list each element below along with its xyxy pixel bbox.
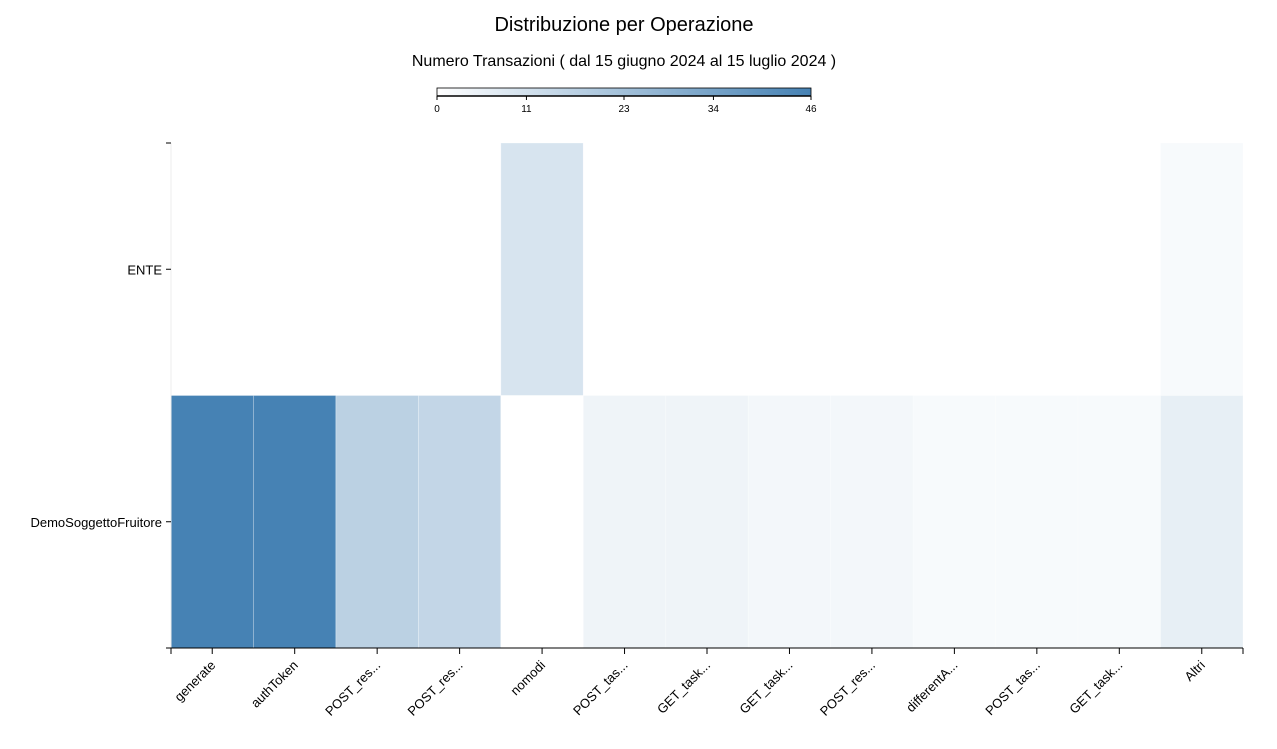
heatmap-cell[interactable] xyxy=(417,395,502,649)
color-legend-tick-label: 23 xyxy=(618,104,630,115)
heatmap-cell[interactable] xyxy=(170,395,254,649)
heatmap-cell[interactable] xyxy=(253,142,337,396)
color-legend: 0 11 23 34 46 xyxy=(434,87,817,115)
heatmap-cells xyxy=(170,142,1244,649)
heatmap-cell[interactable] xyxy=(665,395,749,649)
heatmap-cell[interactable] xyxy=(417,142,502,396)
heatmap-cell[interactable] xyxy=(335,395,419,649)
x-tick-label: differentA... xyxy=(903,658,960,715)
chart-subtitle: Numero Transazioni ( dal 15 giugno 2024 … xyxy=(411,53,837,70)
heatmap-cell[interactable] xyxy=(1160,142,1244,396)
heatmap-cell[interactable] xyxy=(500,395,584,649)
heatmap-cell[interactable] xyxy=(830,142,914,396)
x-tick-label: nomodi xyxy=(507,657,548,698)
heatmap-cell[interactable] xyxy=(582,395,667,649)
heatmap-cell[interactable] xyxy=(912,142,997,396)
x-tick-label: POST_tas... xyxy=(982,658,1043,719)
color-legend-tick-label: 11 xyxy=(521,104,532,115)
heatmap-cell[interactable] xyxy=(912,395,997,649)
heatmap-cell[interactable] xyxy=(1160,395,1244,649)
heatmap-cell[interactable] xyxy=(747,395,832,649)
x-tick-label: POST_tas... xyxy=(570,658,631,719)
heatmap-cell[interactable] xyxy=(335,142,419,396)
x-tick-label: GET_task... xyxy=(654,658,713,717)
y-tick-label: DemoSoggettoFruitore xyxy=(30,515,162,530)
heatmap-cell[interactable] xyxy=(995,395,1079,649)
heatmap-cell[interactable] xyxy=(830,395,914,649)
x-tick-label: Altri xyxy=(1181,657,1208,684)
x-tick-label: POST_res... xyxy=(817,658,878,719)
heatmap-cell[interactable] xyxy=(747,142,832,396)
color-legend-tick-label: 0 xyxy=(434,104,440,115)
x-tick-label: GET_task... xyxy=(736,658,795,717)
x-tick-label: POST_res... xyxy=(322,658,383,719)
heatmap-cell[interactable] xyxy=(500,142,584,396)
x-axis: generate authToken POST_res... POST_res... n… xyxy=(170,647,1244,719)
color-legend-bar xyxy=(436,87,812,97)
heatmap-cell[interactable] xyxy=(253,395,337,649)
heatmap-cell[interactable] xyxy=(170,142,254,396)
x-tick-label: POST_res... xyxy=(405,658,466,719)
color-legend-tick-label: 34 xyxy=(708,104,720,115)
y-axis: ENTE DemoSoggettoFruitore xyxy=(30,142,172,649)
x-tick-label: GET_task... xyxy=(1066,658,1125,717)
color-legend-tick-label: 46 xyxy=(805,104,817,115)
heatmap-cell[interactable] xyxy=(995,142,1079,396)
y-tick-label: ENTE xyxy=(127,262,162,277)
heatmap-cell[interactable] xyxy=(1077,142,1161,396)
x-tick-label: authToken xyxy=(248,658,301,711)
heatmap-cell[interactable] xyxy=(582,142,667,396)
heatmap-cell[interactable] xyxy=(1077,395,1161,649)
chart-title: Distribuzione per Operazione xyxy=(494,14,754,36)
heatmap-cell[interactable] xyxy=(665,142,749,396)
x-tick-label: generate xyxy=(171,658,218,705)
